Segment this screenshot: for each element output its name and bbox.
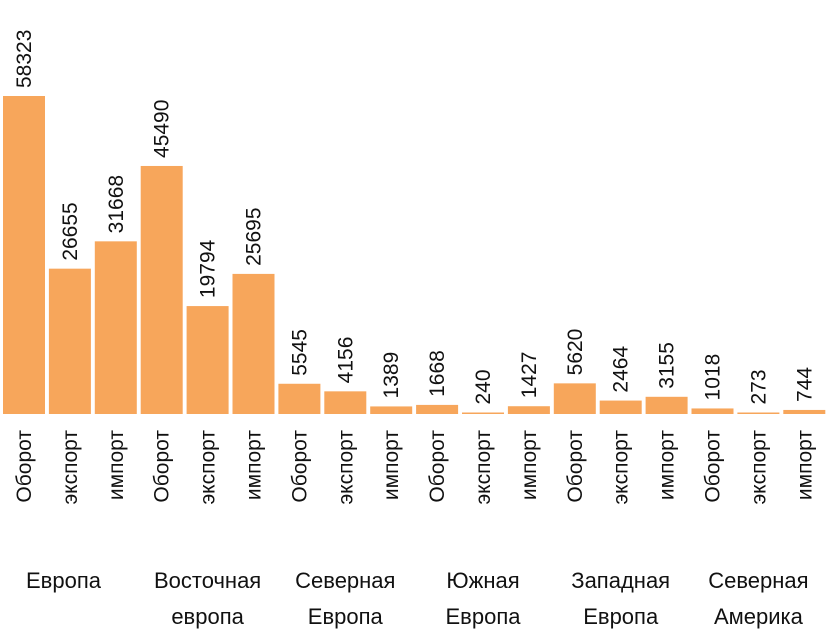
group-label: Америка — [714, 604, 804, 629]
data-label: 45490 — [151, 100, 174, 158]
data-label: 1427 — [518, 352, 541, 399]
data-label: 2464 — [610, 346, 633, 393]
x-tick-label: импорт — [656, 430, 679, 500]
x-tick-label: Оборот — [702, 430, 725, 503]
group-label: Европа — [308, 604, 384, 629]
data-label: 5620 — [564, 329, 587, 376]
data-label: 1389 — [380, 352, 403, 399]
data-label: 19794 — [197, 239, 220, 298]
data-label: 58323 — [13, 30, 36, 88]
bar — [370, 406, 413, 414]
bar — [48, 268, 91, 414]
data-label: 5545 — [288, 329, 311, 376]
bar — [3, 96, 45, 414]
group-label: Европа — [446, 604, 522, 629]
x-tick-label: экспорт — [334, 430, 357, 505]
bar — [645, 396, 688, 414]
x-tick-label: импорт — [243, 430, 266, 500]
bar — [737, 412, 780, 414]
data-label: 240 — [472, 369, 495, 404]
data-label: 4156 — [334, 337, 357, 384]
data-label: 1018 — [702, 354, 725, 401]
bar — [278, 383, 321, 414]
data-label: 273 — [747, 369, 770, 404]
group-label: европа — [171, 604, 244, 629]
bar — [507, 406, 550, 414]
x-tick-label: экспорт — [59, 430, 82, 505]
x-tick-label: импорт — [105, 430, 128, 500]
data-label: 1668 — [426, 350, 449, 397]
bar — [232, 273, 275, 414]
data-label: 744 — [793, 367, 816, 402]
x-tick-label: импорт — [380, 430, 403, 500]
data-label: 3155 — [656, 342, 679, 389]
data-label: 31668 — [105, 175, 128, 233]
x-tick-label: Оборот — [13, 430, 36, 503]
bar — [462, 412, 504, 414]
x-tick-label: экспорт — [197, 430, 220, 505]
data-label: 25695 — [243, 207, 266, 265]
group-label: Северная — [708, 568, 808, 593]
bar — [186, 306, 229, 414]
group-label: Европа — [583, 604, 659, 629]
group-label: Европа — [26, 568, 102, 593]
x-tick-label: экспорт — [610, 430, 633, 505]
x-tick-label: Оборот — [288, 430, 311, 503]
bar — [553, 383, 596, 414]
group-label: Западная — [571, 568, 670, 593]
x-tick-label: импорт — [518, 430, 541, 500]
bar — [324, 391, 367, 414]
x-tick-label: Оборот — [564, 430, 587, 503]
x-tick-label: экспорт — [472, 430, 495, 505]
bar — [599, 400, 642, 414]
data-label: 26655 — [59, 202, 82, 260]
bar — [416, 404, 459, 414]
x-tick-label: импорт — [793, 430, 816, 500]
group-label: Северная — [295, 568, 395, 593]
bar — [140, 165, 183, 414]
x-tick-label: Оборот — [426, 430, 449, 503]
x-tick-label: экспорт — [747, 430, 770, 505]
bar — [94, 241, 137, 414]
group-label: Восточная — [154, 568, 261, 593]
x-tick-label: Оборот — [151, 430, 174, 503]
group-label: Южная — [446, 568, 519, 593]
bar — [783, 409, 826, 414]
bar — [691, 408, 734, 414]
